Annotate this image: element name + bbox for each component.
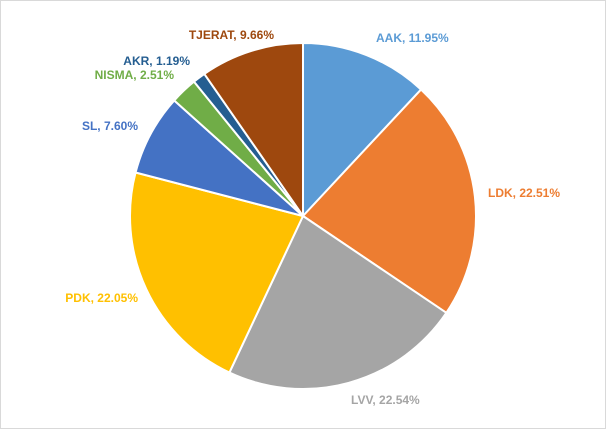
data-label-pdk: PDK, 22.05% <box>65 291 138 305</box>
data-label-tjerat: TJERAT, 9.66% <box>189 28 274 42</box>
pie-labels: AAK, 11.95% LDK, 22.51% LVV, 22.54% PDK, 22… <box>65 28 560 407</box>
pie-slice-pdk <box>129 171 304 374</box>
pie-slices <box>129 42 477 390</box>
data-label-aak: AAK, 11.95% <box>376 31 449 45</box>
data-label-lvv: LVV, 22.54% <box>351 393 420 407</box>
data-label-akr: AKR, 1.19% <box>123 54 190 68</box>
pie-slice-tjerat <box>203 42 304 217</box>
data-label-ldk: LDK, 22.51% <box>488 186 560 200</box>
pie-slice-ldk <box>302 88 477 314</box>
data-label-nisma: NISMA, 2.51% <box>95 68 175 82</box>
pie-slice-aak <box>302 42 423 217</box>
data-label-sl: SL, 7.60% <box>82 119 138 133</box>
